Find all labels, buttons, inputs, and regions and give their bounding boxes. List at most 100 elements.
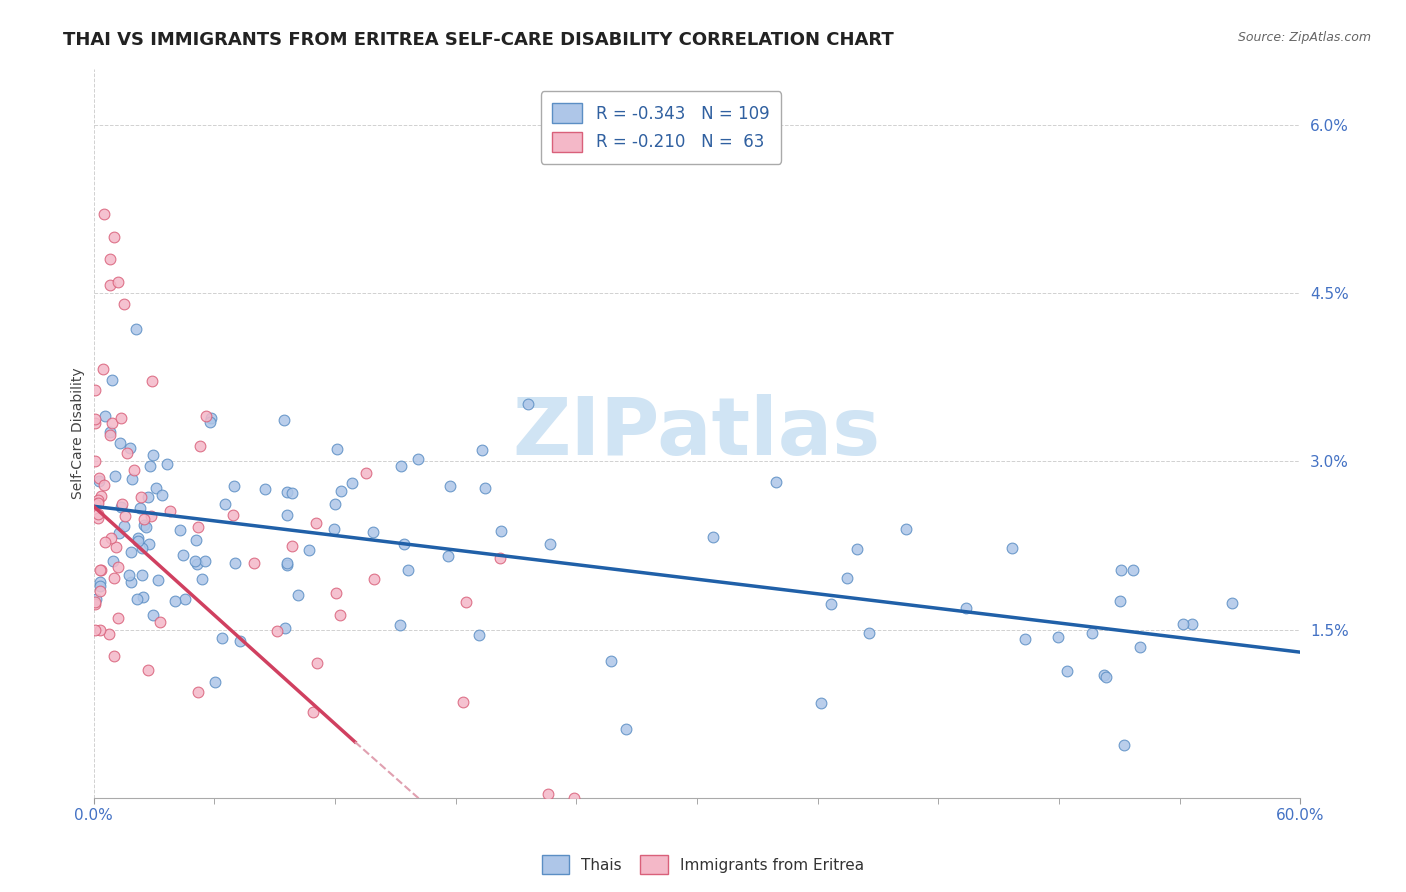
Point bbox=[142, 608, 165, 623]
Point bbox=[1092, 668, 1115, 682]
Point bbox=[87, 511, 110, 525]
Point bbox=[298, 543, 321, 558]
Point bbox=[136, 490, 159, 504]
Point bbox=[1109, 594, 1132, 608]
Point bbox=[1181, 616, 1204, 631]
Point bbox=[439, 479, 461, 493]
Point bbox=[274, 621, 297, 635]
Point bbox=[89, 563, 111, 577]
Point bbox=[183, 554, 205, 568]
Point bbox=[329, 607, 352, 622]
Point bbox=[187, 520, 209, 534]
Point bbox=[820, 597, 842, 611]
Point bbox=[325, 442, 347, 457]
Point bbox=[224, 556, 246, 570]
Point bbox=[200, 410, 222, 425]
Point bbox=[121, 472, 143, 486]
Point bbox=[159, 504, 181, 518]
Point bbox=[125, 322, 148, 336]
Point bbox=[894, 522, 917, 536]
Point bbox=[392, 537, 415, 551]
Point bbox=[389, 459, 412, 474]
Point bbox=[254, 482, 277, 496]
Point bbox=[562, 791, 585, 805]
Point bbox=[107, 275, 129, 289]
Point bbox=[89, 579, 111, 593]
Point bbox=[141, 375, 163, 389]
Point bbox=[1109, 563, 1132, 577]
Point bbox=[266, 624, 288, 638]
Text: THAI VS IMMIGRANTS FROM ERITREA SELF-CARE DISABILITY CORRELATION CHART: THAI VS IMMIGRANTS FROM ERITREA SELF-CAR… bbox=[63, 31, 894, 49]
Point bbox=[322, 522, 344, 536]
Point bbox=[83, 497, 105, 511]
Point bbox=[141, 509, 163, 524]
Point bbox=[94, 409, 117, 424]
Point bbox=[1095, 670, 1118, 684]
Point bbox=[98, 252, 121, 267]
Point bbox=[112, 297, 135, 311]
Point bbox=[187, 685, 209, 699]
Point bbox=[304, 516, 326, 530]
Point bbox=[222, 508, 245, 522]
Point bbox=[86, 493, 108, 508]
Point bbox=[120, 545, 142, 559]
Point bbox=[195, 409, 218, 424]
Point bbox=[846, 541, 869, 556]
Point bbox=[516, 397, 538, 411]
Point bbox=[104, 540, 127, 554]
Point bbox=[90, 563, 112, 577]
Point bbox=[107, 610, 129, 624]
Point bbox=[323, 496, 346, 510]
Point bbox=[1171, 616, 1194, 631]
Point bbox=[103, 230, 125, 244]
Point bbox=[325, 586, 347, 600]
Point bbox=[305, 656, 328, 670]
Point bbox=[1220, 596, 1243, 610]
Legend: R = -0.343   N = 109, R = -0.210   N =  63: R = -0.343 N = 109, R = -0.210 N = 63 bbox=[540, 92, 780, 164]
Point bbox=[396, 563, 419, 577]
Point bbox=[94, 535, 117, 549]
Point bbox=[90, 489, 112, 503]
Point bbox=[122, 463, 145, 477]
Point bbox=[363, 572, 385, 586]
Point bbox=[146, 573, 169, 587]
Y-axis label: Self-Care Disability: Self-Care Disability bbox=[72, 368, 86, 500]
Point bbox=[108, 435, 131, 450]
Point bbox=[194, 554, 217, 568]
Point bbox=[191, 572, 214, 586]
Point bbox=[145, 482, 167, 496]
Point bbox=[83, 411, 105, 425]
Point bbox=[89, 623, 111, 637]
Point bbox=[89, 574, 111, 589]
Point bbox=[765, 475, 787, 489]
Point bbox=[117, 568, 139, 582]
Point bbox=[83, 416, 105, 430]
Point bbox=[104, 469, 127, 483]
Point bbox=[93, 478, 115, 492]
Point bbox=[614, 723, 637, 737]
Point bbox=[103, 571, 125, 585]
Point bbox=[437, 549, 460, 563]
Point bbox=[1081, 626, 1104, 640]
Point bbox=[342, 475, 364, 490]
Point bbox=[702, 530, 724, 544]
Point bbox=[174, 592, 197, 607]
Legend: Thais, Immigrants from Eritrea: Thais, Immigrants from Eritrea bbox=[536, 849, 870, 880]
Point bbox=[127, 534, 149, 549]
Point bbox=[100, 531, 122, 545]
Point bbox=[242, 557, 264, 571]
Point bbox=[132, 590, 155, 604]
Point bbox=[101, 416, 124, 430]
Point bbox=[169, 523, 191, 537]
Point bbox=[83, 623, 105, 637]
Point bbox=[1129, 640, 1152, 654]
Point bbox=[136, 663, 159, 677]
Point bbox=[276, 558, 298, 572]
Point bbox=[107, 560, 129, 574]
Point bbox=[1047, 630, 1070, 644]
Point bbox=[276, 485, 298, 500]
Point bbox=[356, 467, 378, 481]
Point bbox=[281, 539, 304, 553]
Point bbox=[134, 517, 156, 532]
Point bbox=[83, 453, 105, 467]
